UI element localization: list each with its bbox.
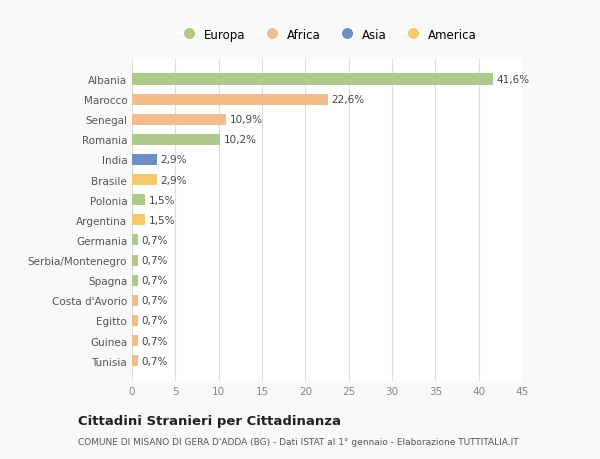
- Text: 0,7%: 0,7%: [142, 275, 168, 285]
- Text: 0,7%: 0,7%: [142, 316, 168, 326]
- Bar: [132, 134, 220, 146]
- Text: 0,7%: 0,7%: [142, 336, 168, 346]
- Bar: [132, 95, 328, 106]
- Bar: [132, 215, 145, 226]
- Text: 22,6%: 22,6%: [331, 95, 364, 105]
- Text: 2,9%: 2,9%: [161, 155, 187, 165]
- Bar: [132, 174, 157, 186]
- Text: 10,9%: 10,9%: [230, 115, 263, 125]
- Text: 0,7%: 0,7%: [142, 356, 168, 366]
- Text: 41,6%: 41,6%: [496, 75, 529, 85]
- Text: 1,5%: 1,5%: [148, 215, 175, 225]
- Text: COMUNE DI MISANO DI GERA D'ADDA (BG) - Dati ISTAT al 1° gennaio - Elaborazione T: COMUNE DI MISANO DI GERA D'ADDA (BG) - D…: [78, 437, 518, 446]
- Text: 0,7%: 0,7%: [142, 256, 168, 265]
- Bar: [132, 315, 138, 326]
- Bar: [132, 335, 138, 346]
- Bar: [132, 114, 226, 125]
- Text: 1,5%: 1,5%: [148, 195, 175, 205]
- Bar: [132, 235, 138, 246]
- Bar: [132, 195, 145, 206]
- Bar: [132, 295, 138, 306]
- Bar: [132, 275, 138, 286]
- Text: 10,2%: 10,2%: [224, 135, 257, 145]
- Bar: [132, 355, 138, 366]
- Bar: [132, 74, 493, 85]
- Text: Cittadini Stranieri per Cittadinanza: Cittadini Stranieri per Cittadinanza: [78, 414, 341, 428]
- Text: 2,9%: 2,9%: [161, 175, 187, 185]
- Text: 0,7%: 0,7%: [142, 235, 168, 246]
- Bar: [132, 155, 157, 166]
- Legend: Europa, Africa, Asia, America: Europa, Africa, Asia, America: [172, 24, 482, 46]
- Text: 0,7%: 0,7%: [142, 296, 168, 306]
- Bar: [132, 255, 138, 266]
